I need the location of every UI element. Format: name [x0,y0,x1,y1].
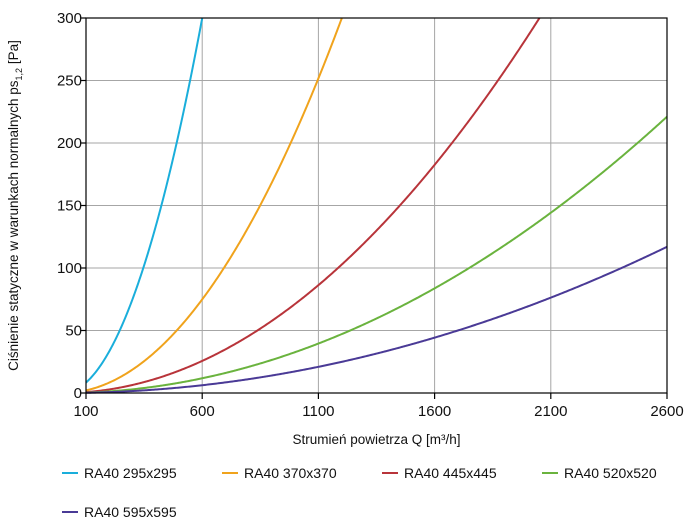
x-tick-label: 2100 [534,403,567,420]
axis-ticks: 100 600 1100 1600 2100 2600 0 50 100 150 200 250 300 [57,10,684,420]
series-line [85,17,343,392]
y-axis-title: Ciśnienie statyczne w warunkach normalny… [6,40,24,371]
x-axis-title: Strumień powietrza Q [m³/h] [292,432,460,447]
y-axis-title-unit: [Pa] [6,40,21,68]
series-line [85,17,204,384]
y-tick-label: 200 [57,135,82,152]
y-axis-title-main: Ciśnienie statyczne w warunkach normalny… [6,80,21,371]
y-tick-label: 300 [57,10,82,27]
series-line [85,17,541,394]
x-tick-label: 600 [190,403,215,420]
y-tick-label: 150 [57,198,82,215]
series-lines [85,17,668,394]
x-tick-label: 1600 [418,403,451,420]
legend-item: RA40 595x595 [62,504,177,520]
legend-label: RA40 370x370 [244,465,337,481]
grid [85,17,668,394]
legend-item: RA40 520x520 [542,465,657,481]
legend-label: RA40 595x595 [84,504,177,520]
y-axis-title-subscript: 1,2 [14,68,24,81]
series-line [85,245,668,394]
legend: RA40 295x295 RA40 370x370 RA40 445x445 RA40… [62,465,657,520]
legend-item: RA40 295x295 [62,465,177,481]
x-tick-label: 1100 [302,403,334,420]
y-tick-label: 0 [74,385,82,402]
y-tick-label: 250 [57,73,82,90]
legend-label: RA40 295x295 [84,465,177,481]
x-tick-label: 100 [73,403,98,420]
legend-item: RA40 370x370 [222,465,337,481]
legend-label: RA40 445x445 [404,465,497,481]
legend-item: RA40 445x445 [382,465,497,481]
y-tick-label: 100 [57,260,82,277]
x-tick-label: 2600 [650,403,683,420]
legend-label: RA40 520x520 [564,465,657,481]
y-tick-label: 50 [65,323,82,340]
series-line [85,115,668,394]
